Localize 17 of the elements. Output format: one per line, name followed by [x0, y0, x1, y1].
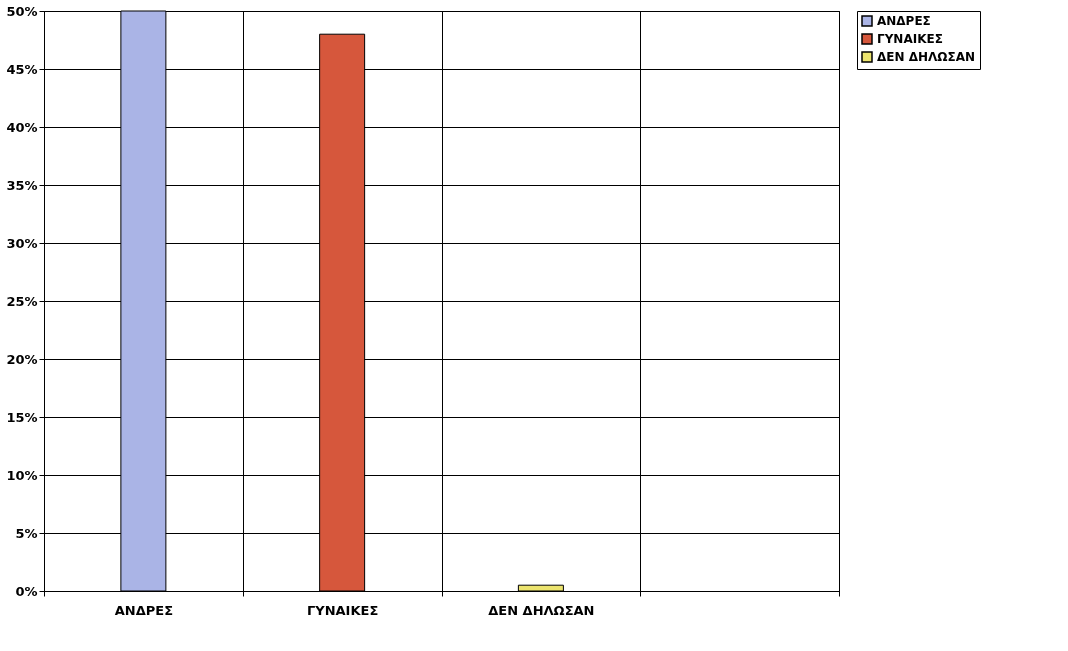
x-tick-label: ΓΥΝΑΙΚΕΣ	[306, 602, 379, 618]
y-tick-label: 40%	[6, 119, 38, 135]
y-tick-label: 5%	[15, 525, 38, 541]
legend-label: ΓΥΝΑΙΚΕΣ	[877, 32, 943, 46]
y-tick-label: 45%	[6, 61, 38, 77]
y-tick-label: 25%	[6, 293, 38, 309]
y-tick-label: 10%	[6, 467, 38, 483]
legend-label: ΔΕΝ ΔΗΛΩΣΑΝ	[877, 50, 976, 64]
x-tick-label: ΔΕΝ ΔΗΛΩΣΑΝ	[488, 602, 595, 618]
x-tick-label: ΑΝΔΡΕΣ	[114, 602, 174, 618]
y-tick-label: 15%	[6, 409, 38, 425]
y-tick-label: 30%	[6, 235, 38, 251]
legend-label: ΑΝΔΡΕΣ	[877, 14, 931, 28]
y-tick-label: 35%	[6, 177, 38, 193]
y-tick-label: 0%	[15, 583, 38, 599]
y-tick-label: 50%	[6, 3, 38, 19]
y-tick-label: 20%	[6, 351, 38, 367]
